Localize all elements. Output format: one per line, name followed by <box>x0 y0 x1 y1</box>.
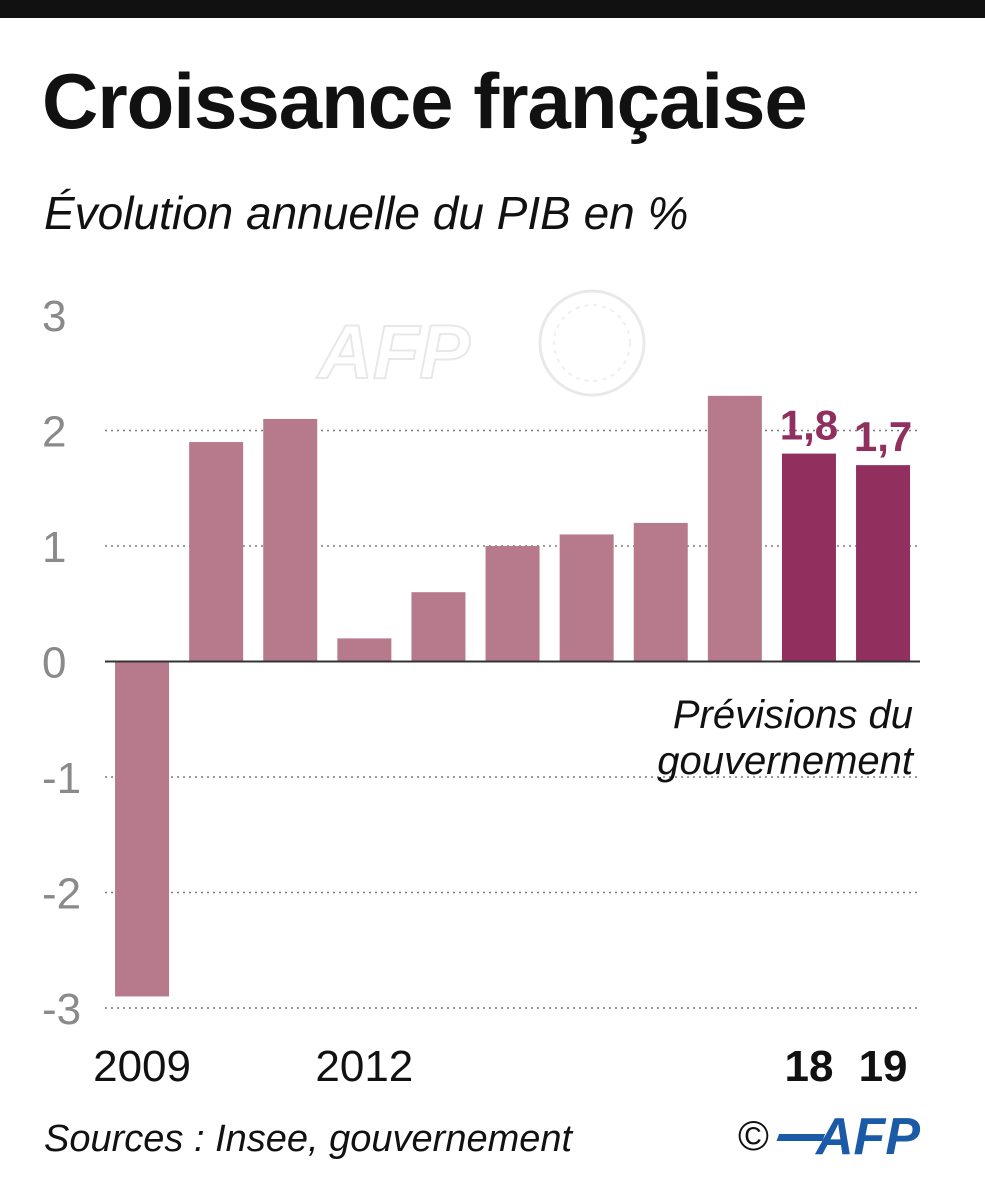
afp-logo-icon: AFP <box>776 1108 920 1164</box>
y-tick-label: -2 <box>42 870 81 919</box>
top-rule <box>0 0 985 18</box>
y-tick-label: 0 <box>42 639 66 688</box>
y-axis-tick-labels: 3 2 1 0 -1 -2 -3 <box>42 292 81 1034</box>
source-note: Sources : Insee, gouvernement <box>44 1118 573 1160</box>
watermark-text: AFP <box>316 310 470 395</box>
forecast-annotation: Prévisions du gouvernement <box>657 693 915 783</box>
bar-2017 <box>707 395 762 662</box>
data-label-2019: 1,7 <box>854 413 912 460</box>
copyright-symbol: © <box>738 1112 769 1159</box>
data-labels: 1,8 1,7 <box>780 402 912 461</box>
bar-2011 <box>263 418 318 662</box>
bars <box>115 395 911 997</box>
x-tick-label: 18 <box>784 1042 833 1091</box>
x-tick-label: 2012 <box>315 1042 413 1091</box>
afp-logo-text: AFP <box>814 1108 920 1164</box>
x-tick-label: 19 <box>859 1042 908 1091</box>
bar-2012 <box>337 638 392 662</box>
annotation-line-2: gouvernement <box>657 739 915 783</box>
chart-title: Croissance française <box>42 57 808 145</box>
x-tick-label: 2009 <box>93 1042 191 1091</box>
bar-2019 <box>856 465 911 662</box>
bar-2014 <box>485 546 540 662</box>
watermark-ball-icon <box>538 289 646 397</box>
bar-2013 <box>411 592 466 662</box>
bar-2018 <box>781 453 836 662</box>
annotation-line-1: Prévisions du <box>673 693 913 737</box>
y-tick-label: 2 <box>42 408 66 457</box>
afp-credit: © AFP <box>738 1108 920 1164</box>
bar-2010 <box>189 442 244 662</box>
afp-logo-swoosh <box>776 1134 826 1141</box>
bar-2016 <box>633 522 688 662</box>
bar-chart: AFP 3 2 1 0 -1 -2 -3 1,8 1,7 2009 2012 18 19 Prévi… <box>42 289 920 1091</box>
y-tick-label: 1 <box>42 523 66 572</box>
afp-watermark: AFP <box>315 289 646 397</box>
y-tick-label: -1 <box>42 754 81 803</box>
y-tick-label: 3 <box>42 292 66 341</box>
chart-subtitle: Évolution annuelle du PIB en % <box>44 187 689 239</box>
x-axis-tick-labels: 2009 2012 18 19 <box>93 1042 907 1091</box>
watermark-ball-ring <box>553 304 631 382</box>
bar-2009 <box>115 661 170 997</box>
y-tick-label: -3 <box>42 985 81 1034</box>
data-label-2018: 1,8 <box>780 402 838 449</box>
bar-2015 <box>559 534 614 662</box>
